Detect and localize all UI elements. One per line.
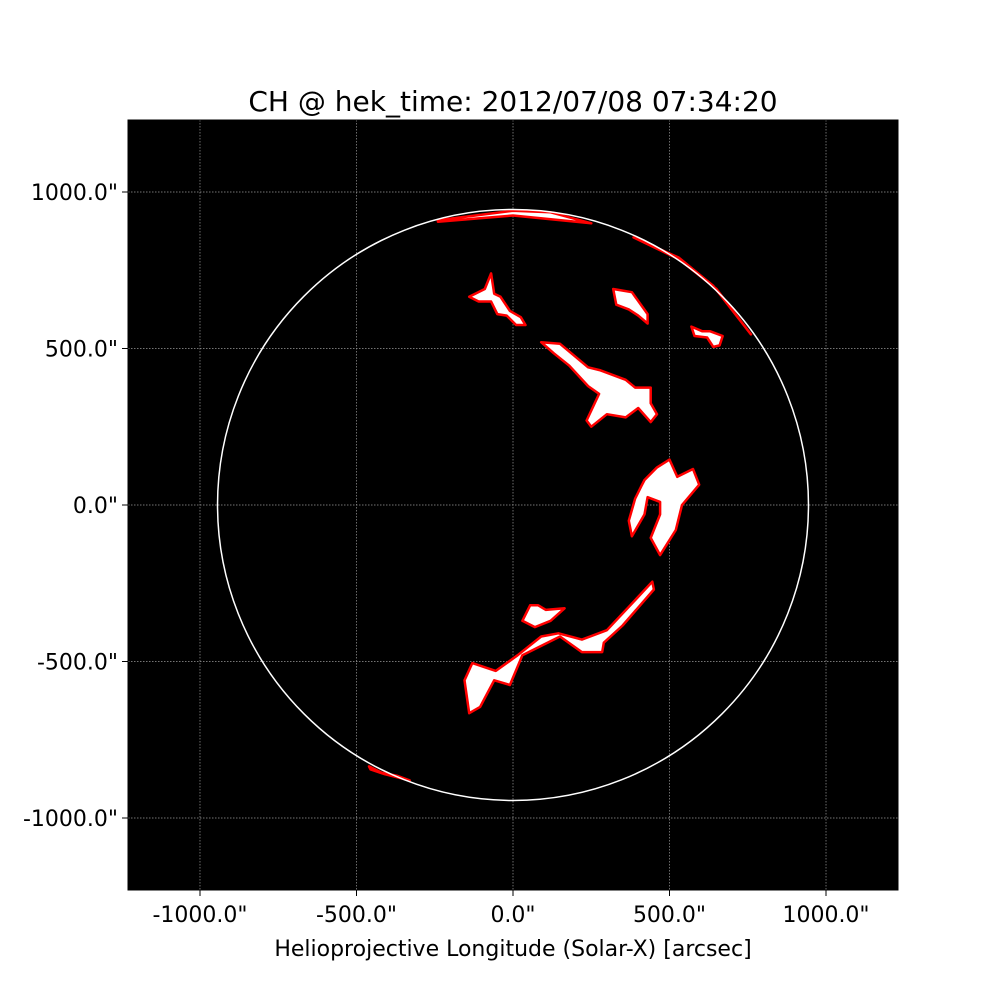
x-axis-label: Helioprojective Longitude (Solar-X) [arc… xyxy=(274,937,751,962)
plot-area xyxy=(128,120,898,890)
x-tick-label-2: 0.0" xyxy=(490,903,535,928)
y-tick-label-2: 0.0" xyxy=(73,494,118,519)
y-tick-label-0: 1000.0" xyxy=(31,181,118,206)
x-tick-label-1: -500.0" xyxy=(316,903,397,928)
y-tick-label-4: -1000.0" xyxy=(23,807,118,832)
chart-title: CH @ hek_time: 2012/07/08 07:34:20 xyxy=(248,85,777,118)
x-tick-label-0: -1000.0" xyxy=(152,903,247,928)
x-tick-label-4: 1000.0" xyxy=(782,903,869,928)
y-tick-label-3: -500.0" xyxy=(37,651,118,676)
x-tick-label-3: 500.0" xyxy=(633,903,706,928)
y-tick-label-1: 500.0" xyxy=(45,337,118,362)
